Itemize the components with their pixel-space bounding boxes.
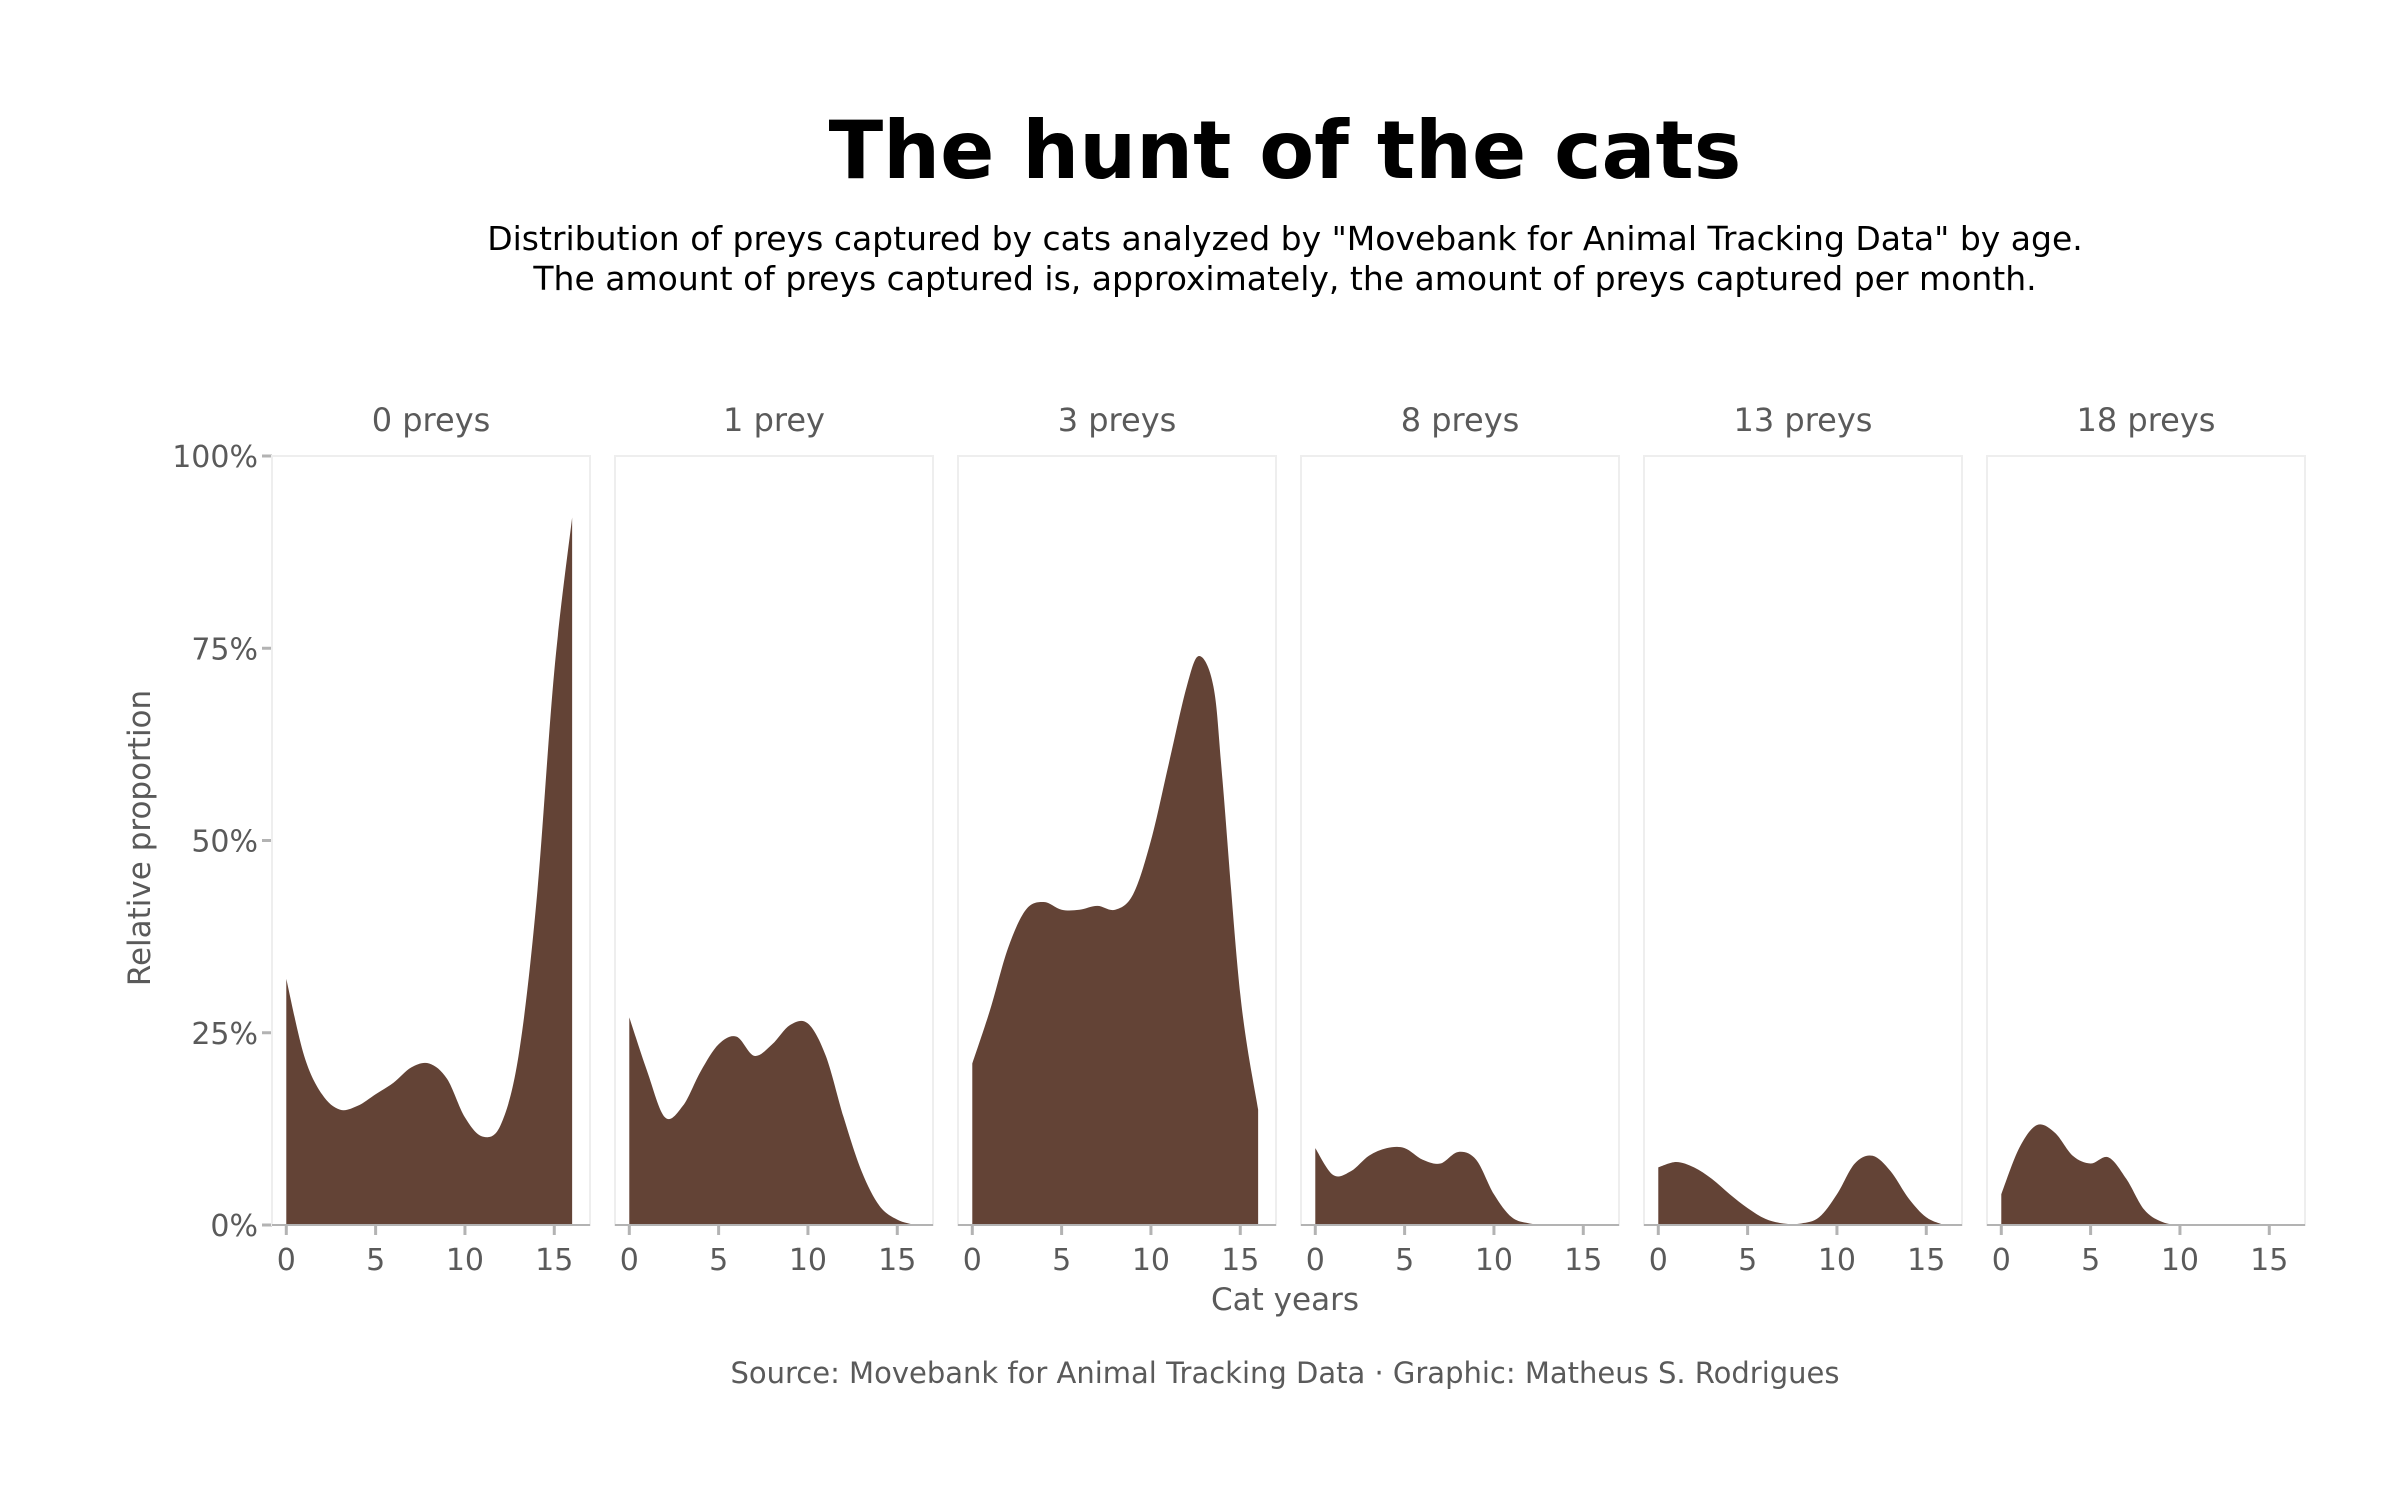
density-area-2 bbox=[972, 655, 1259, 1225]
x-tick-label: 5 bbox=[2081, 1243, 2100, 1278]
x-tick-label: 10 bbox=[1132, 1243, 1170, 1278]
x-tick-label: 5 bbox=[1738, 1243, 1757, 1278]
x-tick-label: 15 bbox=[2250, 1243, 2288, 1278]
x-tick-label: 10 bbox=[1818, 1243, 1856, 1278]
facet-label: 13 preys bbox=[1734, 401, 1873, 439]
x-tick-label: 0 bbox=[1306, 1243, 1325, 1278]
x-tick-label: 15 bbox=[535, 1243, 573, 1278]
x-tick-label: 15 bbox=[1221, 1243, 1259, 1278]
x-tick-label: 0 bbox=[277, 1243, 296, 1278]
facet-label: 8 preys bbox=[1401, 401, 1520, 439]
x-tick-label: 5 bbox=[709, 1243, 728, 1278]
density-area-3 bbox=[1315, 1146, 1602, 1225]
plot-area: 0% 25% 50% 75% 100% 0 preys 0 5 10 15 1 prey 0 5 10 15… bbox=[172, 401, 2306, 1278]
density-area-0 bbox=[286, 517, 573, 1225]
x-axis-title: Cat years bbox=[1211, 1282, 1359, 1318]
y-tick-label: 75% bbox=[191, 632, 258, 667]
x-tick-label: 10 bbox=[1475, 1243, 1513, 1278]
chart-subtitle-line-1: Distribution of preys captured by cats a… bbox=[487, 219, 2083, 258]
y-tick-label: 25% bbox=[191, 1017, 258, 1052]
facet-label: 3 preys bbox=[1058, 401, 1177, 439]
facet-label: 0 preys bbox=[372, 401, 491, 439]
y-tick-label: 50% bbox=[191, 825, 258, 860]
x-tick-label: 0 bbox=[620, 1243, 639, 1278]
chart-subtitle-line-2: The amount of preys captured is, approxi… bbox=[532, 259, 2036, 298]
y-axis-title: Relative proportion bbox=[122, 690, 158, 986]
x-tick-label: 5 bbox=[1395, 1243, 1414, 1278]
y-tick-label: 100% bbox=[172, 440, 258, 475]
x-tick-label: 10 bbox=[789, 1243, 827, 1278]
x-tick-label: 0 bbox=[1649, 1243, 1668, 1278]
chart-title: The hunt of the cats bbox=[829, 104, 1742, 197]
x-tick-label: 0 bbox=[1992, 1243, 2011, 1278]
facet-panel-4 bbox=[1643, 455, 1963, 1226]
x-tick-label: 15 bbox=[1564, 1243, 1602, 1278]
x-tick-label: 10 bbox=[2161, 1243, 2199, 1278]
density-area-4 bbox=[1658, 1155, 1945, 1225]
x-tick-label: 5 bbox=[366, 1243, 385, 1278]
x-tick-label: 10 bbox=[446, 1243, 484, 1278]
facet-panel-5 bbox=[1986, 455, 2306, 1226]
chart-caption: Source: Movebank for Animal Tracking Dat… bbox=[730, 1356, 1839, 1390]
x-tick-label: 15 bbox=[1907, 1243, 1945, 1278]
density-area-1 bbox=[629, 1017, 916, 1225]
x-tick-label: 0 bbox=[963, 1243, 982, 1278]
x-tick-label: 15 bbox=[878, 1243, 916, 1278]
facet-label: 18 preys bbox=[2077, 401, 2216, 439]
facet-panel-3 bbox=[1300, 455, 1620, 1226]
density-area-5 bbox=[2001, 1124, 2288, 1225]
y-tick-label: 0% bbox=[210, 1209, 258, 1244]
facet-label: 1 prey bbox=[723, 401, 825, 439]
x-tick-label: 5 bbox=[1052, 1243, 1071, 1278]
